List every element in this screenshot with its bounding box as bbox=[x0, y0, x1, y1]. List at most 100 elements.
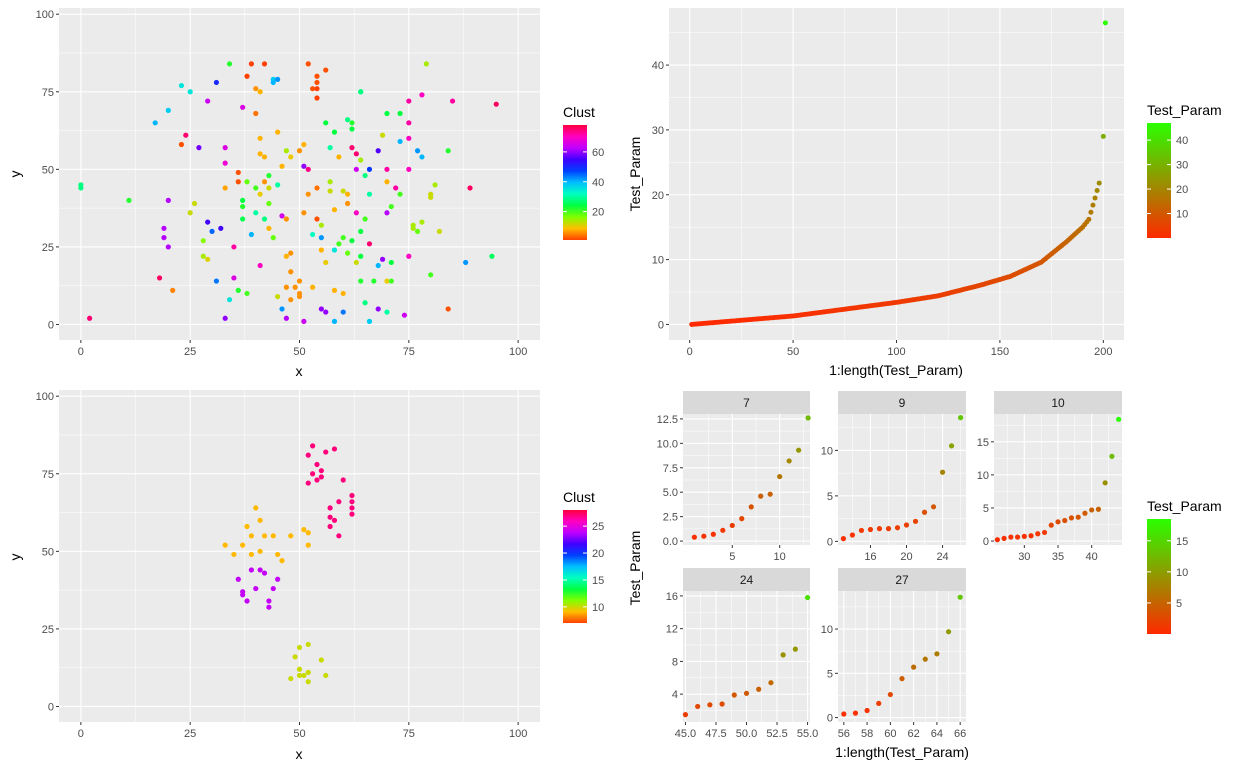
cluster-point bbox=[257, 548, 263, 554]
cluster-point bbox=[292, 284, 298, 290]
cluster-point bbox=[266, 185, 272, 191]
test-param-point bbox=[1100, 133, 1106, 139]
cluster-point bbox=[257, 567, 263, 573]
facet-point bbox=[731, 692, 737, 698]
cluster-point bbox=[384, 166, 390, 172]
facet-point bbox=[939, 469, 946, 475]
y-tick-label: 50 bbox=[42, 546, 54, 558]
x-tick-label: 62 bbox=[908, 728, 920, 740]
facet-strip: 10 bbox=[994, 391, 1122, 414]
test-param-point bbox=[1094, 188, 1100, 194]
cluster-point bbox=[240, 104, 246, 110]
cluster-point bbox=[384, 309, 390, 315]
cluster-point bbox=[296, 278, 303, 284]
cluster-point bbox=[253, 110, 259, 117]
cluster-point bbox=[423, 61, 429, 67]
y-tick-label: 7.5 bbox=[663, 463, 678, 475]
x-tick-label: 64 bbox=[931, 728, 943, 740]
cluster-point bbox=[331, 129, 338, 135]
cluster-point bbox=[279, 163, 285, 169]
y-tick-label: 0 bbox=[827, 536, 833, 548]
cluster-point bbox=[288, 297, 294, 303]
x-tick-label: 100 bbox=[887, 346, 905, 358]
cluster-point bbox=[270, 79, 276, 86]
cluster-point bbox=[336, 241, 342, 247]
x-tick-label: 66 bbox=[954, 728, 966, 740]
cluster-point bbox=[235, 179, 241, 185]
cluster-point bbox=[187, 89, 193, 95]
y-tick-label: 25 bbox=[42, 624, 54, 636]
x-tick-label: 75 bbox=[403, 728, 415, 740]
cluster-point bbox=[275, 129, 281, 135]
y-tick-label: 25 bbox=[42, 242, 54, 254]
cluster-point bbox=[296, 290, 303, 297]
cluster-point bbox=[170, 287, 176, 293]
y-tick-label: 10.0 bbox=[657, 438, 678, 450]
cluster-point bbox=[336, 499, 342, 505]
facet-strip-background bbox=[683, 391, 810, 414]
x-tick-label: 0 bbox=[78, 346, 84, 358]
cluster-point bbox=[196, 145, 202, 151]
cluster-point bbox=[261, 216, 268, 222]
cluster-point bbox=[336, 154, 342, 160]
x-tick-label: 10 bbox=[774, 551, 786, 563]
y-tick-label: 0 bbox=[827, 713, 833, 725]
cluster-point bbox=[126, 197, 132, 203]
facet-point bbox=[743, 690, 750, 696]
y-tick-label: 0 bbox=[48, 701, 54, 713]
facet-point bbox=[852, 710, 859, 716]
cluster-point bbox=[353, 166, 359, 172]
cluster-point bbox=[279, 558, 285, 564]
y-tick-label: 100 bbox=[36, 9, 54, 21]
test-param-legend-label: 20 bbox=[1176, 184, 1188, 196]
cluster-point bbox=[406, 98, 412, 104]
y-tick-label: 20 bbox=[652, 190, 664, 202]
cluster-point bbox=[397, 191, 403, 197]
facet-point bbox=[864, 707, 870, 714]
clust-legend-label: 20 bbox=[592, 207, 604, 219]
cluster-point bbox=[283, 216, 289, 222]
cluster-point bbox=[305, 166, 311, 172]
cluster-point bbox=[310, 231, 316, 238]
cluster-point bbox=[414, 228, 421, 235]
facet-point bbox=[1041, 529, 1048, 536]
cluster-point bbox=[393, 185, 399, 191]
cluster-point bbox=[283, 148, 289, 154]
facet-point bbox=[1116, 416, 1122, 422]
cluster-point bbox=[331, 287, 338, 293]
cluster-point bbox=[296, 666, 303, 672]
cluster-point bbox=[362, 172, 368, 179]
y-tick-label: 0.0 bbox=[663, 536, 678, 548]
facet-point bbox=[957, 415, 964, 421]
cluster-point bbox=[305, 669, 311, 675]
cluster-point bbox=[406, 120, 412, 126]
cluster-point bbox=[449, 98, 456, 104]
x-tick-label: 150 bbox=[991, 346, 1009, 358]
facet-point bbox=[1021, 533, 1027, 539]
cluster-point bbox=[266, 604, 272, 610]
cluster-point bbox=[296, 148, 303, 154]
cluster-point bbox=[489, 253, 495, 259]
cluster-point bbox=[266, 225, 272, 231]
facet-point bbox=[691, 534, 697, 540]
facet-point bbox=[957, 594, 963, 600]
cluster-point bbox=[419, 92, 425, 98]
cluster-point bbox=[379, 256, 386, 262]
test-param-point bbox=[1092, 195, 1098, 201]
cluster-point bbox=[218, 225, 224, 231]
x-axis-title: x bbox=[296, 746, 303, 762]
cluster-point bbox=[327, 145, 333, 151]
cluster-point bbox=[261, 533, 268, 539]
facet-point bbox=[840, 536, 847, 542]
y-tick-label: 50 bbox=[42, 164, 54, 176]
facet-point bbox=[695, 703, 701, 710]
y-tick-label: 0 bbox=[48, 319, 54, 331]
clust-legend-subset: Clust 10 15 20 25 bbox=[563, 489, 604, 623]
x-axis-title: 1:length(Test_Param) bbox=[835, 744, 969, 760]
cluster-point bbox=[253, 505, 259, 511]
facet-strip-background bbox=[683, 568, 810, 591]
cluster-point bbox=[428, 191, 434, 197]
facet-point bbox=[786, 458, 792, 464]
facet-strip: 7 bbox=[683, 391, 810, 414]
cluster-point bbox=[288, 250, 294, 256]
